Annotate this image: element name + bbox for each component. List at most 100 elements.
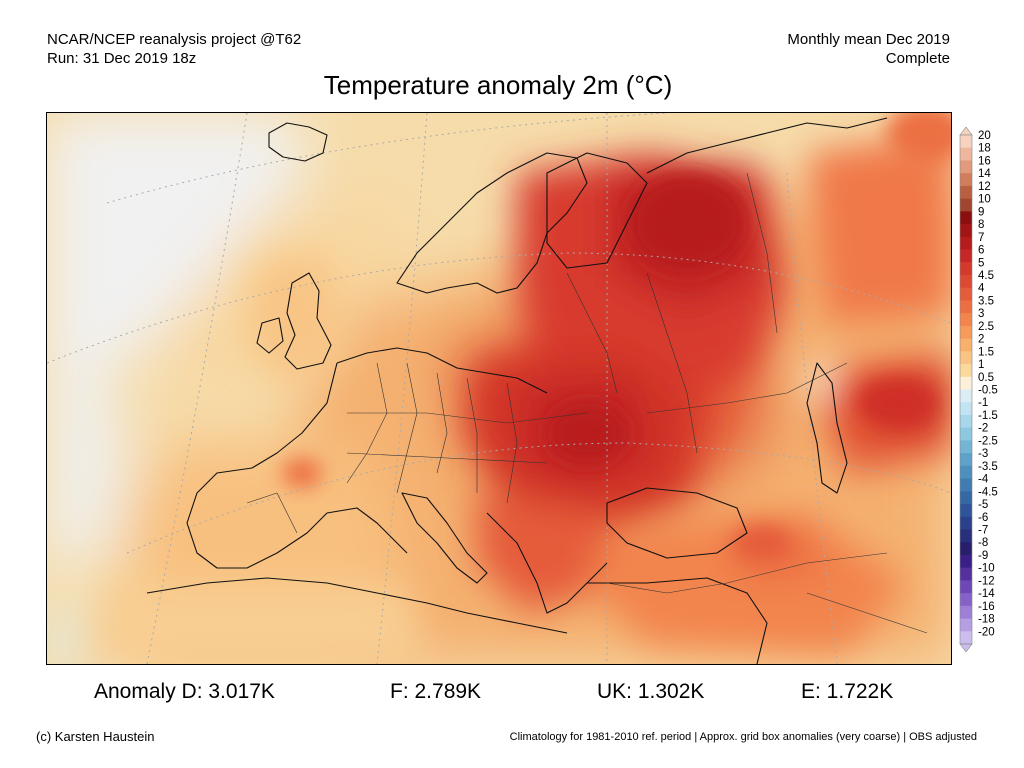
colorbar-label: 14 — [978, 168, 991, 180]
caspian-coast — [806, 362, 848, 494]
colorbar-label: 4.5 — [978, 270, 994, 282]
colorbar-label: -3.5 — [978, 461, 998, 473]
colorbar-swatch — [960, 554, 972, 569]
colorbar-swatch — [960, 376, 972, 390]
colorbar-label: -2.5 — [978, 435, 998, 447]
colorbar-swatch — [960, 631, 972, 645]
colorbar-label: -16 — [978, 601, 995, 613]
colorbar-swatch — [960, 402, 972, 416]
colorbar-label: 2.5 — [978, 321, 994, 333]
colorbar-swatch — [960, 287, 972, 301]
colorbar-label: -12 — [978, 575, 995, 587]
colorbar-label: 12 — [978, 181, 991, 193]
ireland-coast — [256, 317, 284, 354]
colorbar-legend: 20 18 16 14 12 10 9 8 7 6 5 4.5 4 3.5 3 2.5 2 1.5 1 0.5 -0.5… — [958, 126, 1018, 653]
colorbar-label: 1.5 — [978, 346, 994, 358]
colorbar-swatch — [960, 465, 972, 480]
colorbar-swatch — [960, 224, 972, 238]
colorbar-label: 6 — [978, 245, 984, 257]
colorbar-swatch — [960, 198, 972, 212]
colorbar-swatch — [960, 529, 972, 543]
colorbar-label: -0.5 — [978, 385, 998, 397]
colorbar-swatch — [960, 249, 972, 263]
colorbar-swatch — [960, 567, 972, 581]
colorbar-swatch — [960, 236, 972, 251]
africa-coast — [146, 577, 568, 634]
colorbar-swatch — [960, 211, 972, 225]
colorbar-swatch — [960, 338, 972, 352]
period-info: Monthly mean Dec 2019 Complete — [787, 30, 950, 68]
colorbar-label: -18 — [978, 614, 995, 626]
colorbar-swatch — [960, 147, 972, 161]
anomaly-map[interactable] — [46, 112, 952, 665]
colorbar-label: -6 — [978, 512, 988, 524]
anomaly-uk: UK: 1.302K — [597, 680, 705, 703]
colorbar-swatch — [960, 593, 972, 607]
credit: (c) Karsten Haustein — [36, 729, 155, 744]
colorbar-swatch — [960, 440, 972, 454]
italy-coast — [401, 492, 488, 584]
colorbar-label: 16 — [978, 155, 991, 167]
arctic-coast — [646, 117, 888, 174]
colorbar-swatch — [960, 185, 972, 200]
colorbar-label: 9 — [978, 206, 984, 218]
colorbar-swatch — [960, 427, 972, 441]
completeness-label: Complete — [885, 50, 950, 67]
colorbar-label: -7 — [978, 524, 988, 536]
turkey-coast — [587, 577, 768, 664]
colorbar-swatch — [960, 274, 972, 289]
colorbar-swatch — [960, 300, 972, 314]
colorbar-label: -10 — [978, 563, 995, 575]
country-borders — [246, 172, 928, 634]
colorbar-label: 7 — [978, 232, 984, 244]
black-sea-coast — [606, 487, 748, 559]
colorbar-swatch — [960, 618, 972, 632]
colorbar-label: 8 — [978, 219, 984, 231]
colorbar-swatch — [960, 453, 972, 467]
colorbar-swatch — [960, 504, 972, 518]
colorbar-swatch — [960, 364, 972, 378]
colorbar-swatch — [960, 160, 972, 174]
britain-coast — [284, 272, 332, 370]
colorbar-label: 0.5 — [978, 372, 994, 384]
anomaly-germany: Anomaly D: 3.017K — [94, 680, 275, 703]
colorbar-swatch — [960, 313, 972, 327]
colorbar-label: -14 — [978, 588, 995, 600]
colorbar-swatch — [960, 351, 972, 365]
colorbar-label: -9 — [978, 550, 988, 562]
colorbar-swatch — [960, 580, 972, 594]
colorbar-swatch — [960, 516, 972, 530]
coastlines — [146, 117, 888, 664]
colorbar-label: 5 — [978, 257, 984, 269]
colorbar-label: 1 — [978, 359, 984, 371]
colorbar-label: -4 — [978, 474, 989, 486]
colorbar-graphic: 201816141210987654.543.532.521.510.5-0.5… — [959, 126, 998, 653]
run-time: Run: 31 Dec 2019 18z — [47, 50, 197, 67]
period-label: Monthly mean Dec 2019 — [787, 31, 950, 48]
colorbar-label: 4 — [978, 283, 985, 295]
colorbar-swatch — [960, 262, 972, 276]
colorbar-swatch — [960, 325, 972, 340]
colorbar-swatch — [960, 414, 972, 429]
colorbar-label: -1 — [978, 397, 988, 409]
colorbar-swatch — [960, 605, 972, 620]
colorbar-label: -2 — [978, 423, 988, 435]
colorbar-bottom-arrow — [959, 643, 973, 653]
colorbar-label: 3.5 — [978, 295, 994, 307]
colorbar-swatch — [960, 542, 972, 556]
colorbar-swatch — [960, 478, 972, 492]
colorbar-swatch — [960, 389, 972, 403]
colorbar-label: -1.5 — [978, 410, 998, 422]
iceland-coast — [268, 122, 328, 162]
anomaly-france: F: 2.789K — [390, 680, 482, 703]
colorbar-label: -4.5 — [978, 486, 998, 498]
colorbar-swatch — [960, 135, 972, 149]
anomaly-spain: E: 1.722K — [801, 680, 894, 703]
anomaly-map-graphic — [47, 113, 951, 664]
colorbar-frame — [959, 134, 973, 645]
colorbar-label: 3 — [978, 308, 984, 320]
graticule — [47, 113, 951, 664]
colorbar-top-arrow — [959, 126, 973, 136]
colorbar-label: 20 — [978, 130, 991, 142]
colorbar-label: 2 — [978, 334, 984, 346]
